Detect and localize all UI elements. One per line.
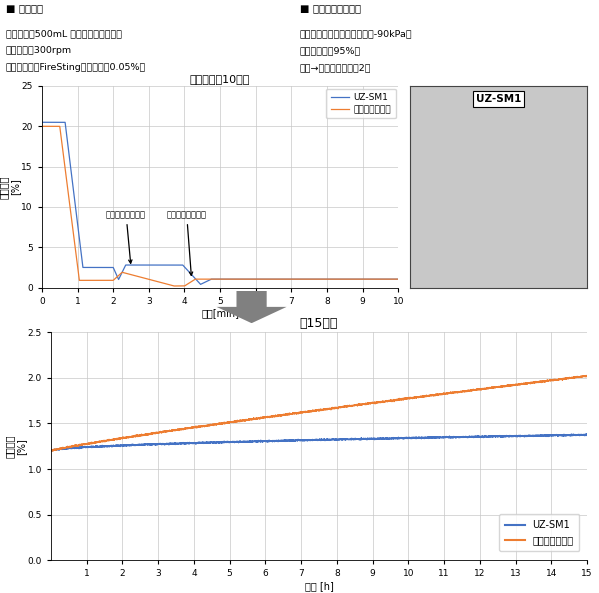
UZ-SM1	[79, 261, 86, 268]
UZ-SM1	[100, 264, 107, 271]
汎用撹拴シール	[100, 277, 107, 284]
UZ-SM1	[395, 276, 402, 283]
Text: 回転速度：300rpm: 回転速度：300rpm	[6, 46, 72, 55]
汎用撹拴シール	[190, 276, 198, 283]
Text: 窒素ガス缶（95%）: 窒素ガス缶（95%）	[300, 46, 361, 55]
Text: 真空ポンプ（到達真空度：約-90kPa）: 真空ポンプ（到達真空度：約-90kPa）	[300, 29, 412, 38]
UZ-SM1	[190, 274, 198, 281]
Text: UZ-SM1: UZ-SM1	[476, 94, 521, 104]
UZ-SM1	[369, 435, 376, 442]
UZ-SM1	[388, 276, 395, 283]
UZ-SM1	[49, 447, 56, 454]
Legend: UZ-SM1, 汎用撹拴シール: UZ-SM1, 汎用撹拴シール	[500, 515, 579, 551]
Text: 窒素ガス置換操作: 窒素ガス置換操作	[106, 210, 146, 263]
汎用撹拴シール	[79, 277, 86, 284]
Text: 窒素ガス置換操作: 窒素ガス置換操作	[167, 210, 207, 275]
汎用撹拴シール	[396, 397, 403, 404]
UZ-SM1	[349, 276, 356, 283]
UZ-SM1	[396, 435, 403, 442]
Text: ■ 試験条件: ■ 試験条件	[6, 3, 43, 13]
汎用撹拴シール	[583, 372, 591, 380]
汎用撹拴シール	[252, 415, 259, 422]
Text: ■ 窒素ガス置換操作: ■ 窒素ガス置換操作	[300, 3, 361, 13]
汎用撹拴シール	[488, 384, 495, 391]
汎用撹拴シール	[349, 276, 356, 283]
汎用撹拴シール	[38, 123, 46, 130]
UZ-SM1	[252, 437, 259, 444]
Line: UZ-SM1: UZ-SM1	[42, 122, 398, 285]
UZ-SM1	[488, 433, 495, 440]
UZ-SM1	[447, 434, 455, 441]
汎用撹拴シール	[47, 447, 55, 454]
Line: 汎用撹拴シール: 汎用撹拴シール	[42, 126, 398, 286]
X-axis label: 時間[min]: 時間[min]	[201, 308, 239, 318]
UZ-SM1	[583, 430, 591, 437]
Legend: UZ-SM1, 汎用撹拴シール: UZ-SM1, 汎用撹拴シール	[326, 89, 395, 119]
Text: 酸素濃度計：FireSting（測定誤差0.05%）: 酸素濃度計：FireSting（測定誤差0.05%）	[6, 63, 146, 72]
汎用撹拴シール	[388, 276, 395, 283]
X-axis label: 時間 [h]: 時間 [h]	[304, 581, 334, 591]
汎用撹拴シール	[47, 448, 55, 455]
UZ-SM1	[583, 432, 591, 439]
Title: ～15時間: ～15時間	[300, 317, 338, 330]
UZ-SM1	[197, 281, 204, 288]
UZ-SM1	[175, 262, 182, 269]
汎用撹拴シール	[447, 390, 455, 397]
汎用撹拴シール	[583, 372, 590, 379]
Text: 試験容器：500mL セパラブルフラスコ: 試験容器：500mL セパラブルフラスコ	[6, 29, 122, 38]
Y-axis label: 酸素濃度
[%]: 酸素濃度 [%]	[5, 435, 26, 458]
Polygon shape	[217, 291, 287, 323]
UZ-SM1	[47, 447, 55, 454]
UZ-SM1	[38, 119, 46, 126]
汎用撹拴シール	[170, 282, 177, 289]
Y-axis label: 酸素濃度
[%]: 酸素濃度 [%]	[0, 175, 20, 199]
汎用撹拴シール	[395, 276, 402, 283]
Text: 減圧→窒素ガス置換　2回: 減圧→窒素ガス置換 2回	[300, 63, 371, 72]
汎用撹拴シール	[145, 431, 152, 438]
汎用撹拴シール	[369, 398, 376, 406]
Title: 試験開始～10分間: 試験開始～10分間	[190, 74, 250, 84]
Line: UZ-SM1: UZ-SM1	[51, 433, 587, 451]
Line: 汎用撹拴シール: 汎用撹拴シール	[51, 375, 587, 451]
汎用撹拴シール	[175, 282, 182, 289]
UZ-SM1	[145, 440, 152, 447]
